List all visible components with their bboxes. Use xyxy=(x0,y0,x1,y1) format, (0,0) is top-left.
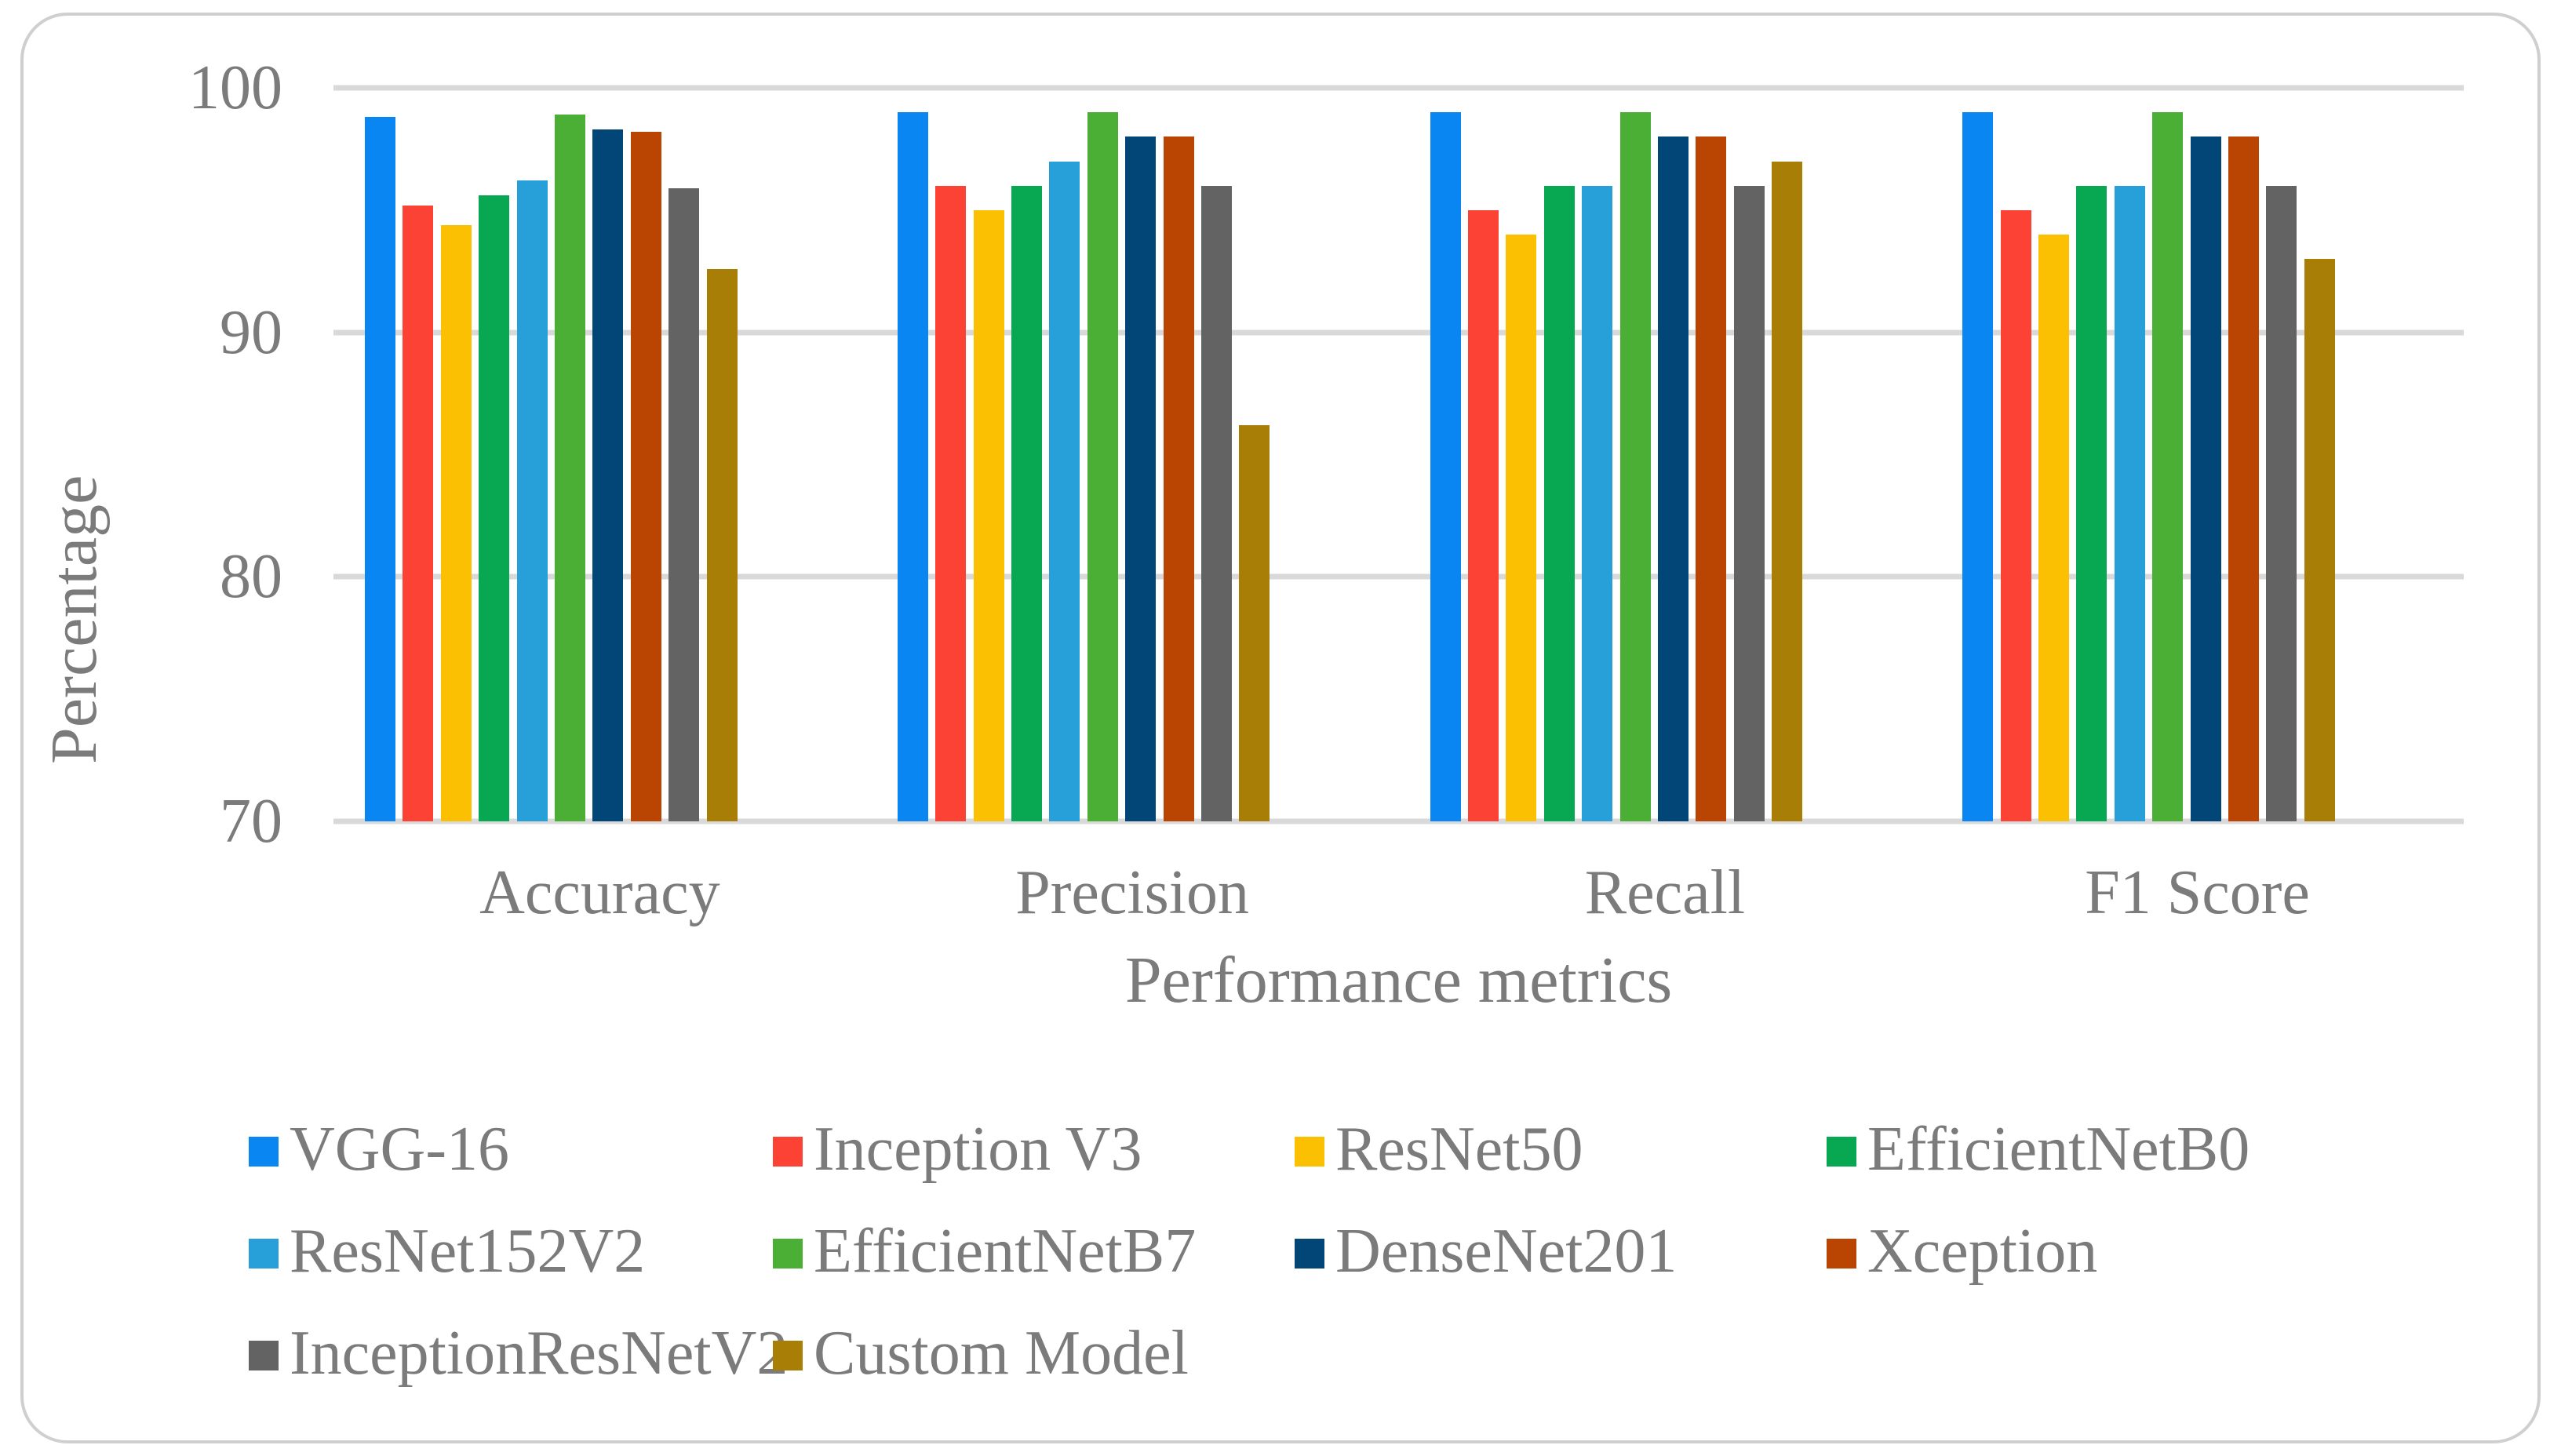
x-axis-title: Performance metrics xyxy=(1124,944,1673,1017)
bar-custom-model xyxy=(2304,259,2335,821)
legend-item-inceptionresnetv2: InceptionResNetV2 xyxy=(249,1322,788,1385)
bar-resnet50 xyxy=(440,224,472,821)
x-category-label-recall: Recall xyxy=(1584,858,1746,927)
bar-vgg-16 xyxy=(365,117,395,821)
y-tick-label-100: 100 xyxy=(188,53,282,122)
legend-swatch-icon xyxy=(249,1239,279,1269)
y-axis-title: Percentage xyxy=(38,475,111,764)
legend-swatch-icon xyxy=(773,1137,803,1167)
gridline-70 xyxy=(333,818,2464,824)
legend-item-vgg-16: VGG-16 xyxy=(249,1118,509,1181)
plot-area xyxy=(333,85,2464,824)
legend-swatch-icon xyxy=(773,1239,803,1269)
legend-swatch-icon xyxy=(1827,1239,1856,1269)
bar-inceptionresnetv2 xyxy=(1733,185,1765,821)
gridline-90 xyxy=(333,329,2464,336)
legend-item-resnet152v2: ResNet152V2 xyxy=(249,1220,645,1283)
legend-swatch-icon xyxy=(773,1341,803,1370)
bar-resnet152v2 xyxy=(1049,161,1080,821)
bar-resnet50 xyxy=(1506,235,1537,821)
bar-custom-model xyxy=(706,268,738,821)
bar-xception xyxy=(630,132,661,821)
legend-label: ResNet50 xyxy=(1335,1115,1583,1184)
bar-efficientnetb7 xyxy=(1619,112,1651,821)
bar-inception-v3 xyxy=(403,205,434,821)
category-group-precision xyxy=(866,88,1399,821)
legend-label: Inception V3 xyxy=(814,1115,1142,1184)
category-group-accuracy xyxy=(333,88,866,821)
legend-swatch-icon xyxy=(249,1137,279,1167)
category-group-f1-score xyxy=(1931,88,2464,821)
legend-item-efficientnetb7: EfficientNetB7 xyxy=(773,1220,1196,1283)
bar-inceptionresnetv2 xyxy=(668,187,700,821)
bar-efficientnetb0 xyxy=(1543,185,1575,821)
legend-item-efficientnetb0: EfficientNetB0 xyxy=(1827,1118,2250,1181)
legend-swatch-icon xyxy=(1295,1137,1324,1167)
x-axis-category-labels: Accuracy Precision Recall F1 Score xyxy=(333,857,2464,928)
x-category-label-accuracy: Accuracy xyxy=(479,858,720,927)
bar-inception-v3 xyxy=(935,185,967,821)
bar-resnet152v2 xyxy=(516,180,548,821)
gridline-100 xyxy=(333,85,2464,91)
bar-custom-model xyxy=(1239,425,1270,821)
bar-inceptionresnetv2 xyxy=(1200,185,1232,821)
bar-efficientnetb7 xyxy=(2152,112,2184,821)
bar-densenet201 xyxy=(592,129,624,821)
legend-label: InceptionResNetV2 xyxy=(290,1319,789,1388)
legend-item-custom-model: Custom Model xyxy=(773,1322,1189,1385)
bar-efficientnetb0 xyxy=(1011,185,1042,821)
legend-label: EfficientNetB7 xyxy=(814,1217,1197,1286)
legend-swatch-icon xyxy=(1295,1239,1324,1269)
legend-label: EfficientNetB0 xyxy=(1867,1115,2250,1184)
legend-item-densenet201: DenseNet201 xyxy=(1295,1220,1677,1283)
bar-efficientnetb0 xyxy=(479,195,510,821)
bar-xception xyxy=(1696,136,1727,821)
bar-efficientnetb7 xyxy=(555,115,585,821)
legend-label: Custom Model xyxy=(814,1319,1189,1388)
legend-label: ResNet152V2 xyxy=(290,1217,646,1286)
gridline-80 xyxy=(333,573,2464,580)
bar-vgg-16 xyxy=(1430,112,1461,821)
bar-xception xyxy=(1163,136,1194,821)
legend-swatch-icon xyxy=(249,1341,279,1370)
legend-item-inception-v3: Inception V3 xyxy=(773,1118,1142,1181)
y-tick-label-70: 70 xyxy=(220,787,282,856)
legend-item-resnet50: ResNet50 xyxy=(1295,1118,1583,1181)
bar-custom-model xyxy=(1772,161,1803,821)
bar-efficientnetb0 xyxy=(2076,185,2107,821)
bar-xception xyxy=(2228,136,2260,821)
bar-inception-v3 xyxy=(2000,209,2031,821)
bar-inception-v3 xyxy=(1467,209,1499,821)
bar-resnet152v2 xyxy=(1582,185,1613,821)
legend-label: VGG-16 xyxy=(290,1115,509,1184)
x-category-label-precision: Precision xyxy=(1015,858,1249,927)
legend-swatch-icon xyxy=(1827,1137,1856,1167)
bar-resnet50 xyxy=(973,209,1004,821)
x-category-label-f1-score: F1 Score xyxy=(2085,858,2310,927)
bar-resnet50 xyxy=(2038,235,2070,821)
legend-label: DenseNet201 xyxy=(1335,1217,1678,1286)
bar-vgg-16 xyxy=(1962,112,1994,821)
y-tick-label-80: 80 xyxy=(220,542,282,612)
bar-densenet201 xyxy=(1657,136,1689,821)
bar-vgg-16 xyxy=(897,112,928,821)
bar-efficientnetb7 xyxy=(1087,112,1118,821)
bar-densenet201 xyxy=(2190,136,2221,821)
bar-inceptionresnetv2 xyxy=(2266,185,2297,821)
bar-resnet152v2 xyxy=(2114,185,2145,821)
legend-label: Xception xyxy=(1867,1217,2098,1286)
category-group-recall xyxy=(1399,88,1932,821)
legend-item-xception: Xception xyxy=(1827,1220,2097,1283)
bar-densenet201 xyxy=(1125,136,1157,821)
y-tick-label-90: 90 xyxy=(220,297,282,367)
